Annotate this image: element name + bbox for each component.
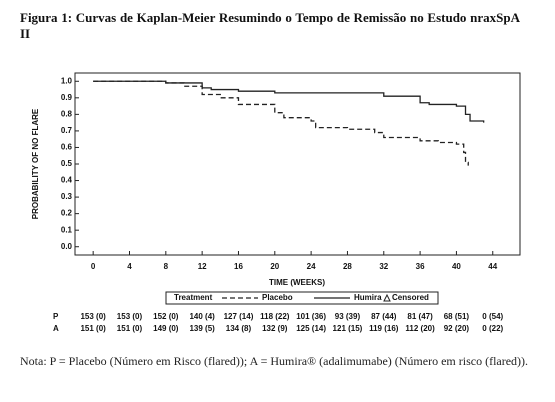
at-risk-value: 101 (36) [296, 312, 326, 321]
y-axis-title: PROBABILITY OF NO FLARE [31, 108, 40, 219]
y-tick-label: 0.5 [61, 159, 73, 168]
legend-box [165, 291, 439, 305]
at-risk-value: 0 (22) [482, 324, 503, 333]
x-tick-label: 12 [198, 262, 207, 271]
at-risk-value: 149 (0) [153, 324, 179, 333]
at-risk-value: 112 (20) [405, 324, 435, 333]
x-tick-label: 40 [452, 262, 461, 271]
y-tick-label: 0.8 [61, 109, 73, 118]
at-risk-value: 127 (14) [224, 312, 254, 321]
x-tick-label: 20 [270, 262, 279, 271]
x-axis-title: TIME (WEEKS) [269, 278, 325, 287]
x-tick-label: 44 [488, 262, 497, 271]
y-tick-label: 0.6 [61, 143, 73, 152]
y-tick-label: 0.4 [61, 176, 73, 185]
at-risk-row-label: P [53, 312, 59, 321]
chart: PROBABILITY OF NO FLARE TIME (WEEKS) Tre… [31, 72, 521, 333]
x-tick-label: 16 [234, 262, 243, 271]
at-risk-value: 121 (15) [333, 324, 363, 333]
at-risk-value: 118 (22) [260, 312, 290, 321]
at-risk-value: 139 (5) [189, 324, 215, 333]
legend-title: Treatment [174, 293, 213, 302]
x-tick-label: 32 [379, 262, 388, 271]
at-risk-value: 87 (44) [371, 312, 397, 321]
at-risk-value: 152 (0) [153, 312, 179, 321]
at-risk-row-label: A [53, 324, 59, 333]
at-risk-value: 140 (4) [189, 312, 215, 321]
at-risk-value: 81 (47) [407, 312, 433, 321]
y-tick-label: 0.9 [61, 93, 73, 102]
at-risk-value: 125 (14) [296, 324, 326, 333]
legend-label: Placebo [262, 293, 293, 302]
at-risk-value: 132 (9) [262, 324, 288, 333]
x-tick-label: 28 [343, 262, 352, 271]
at-risk-value: 119 (16) [369, 324, 399, 333]
y-tick-label: 0.3 [61, 192, 73, 201]
figure-title: Figura 1: Curvas de Kaplan-Meier Resumin… [20, 10, 520, 41]
x-tick-label: 36 [416, 262, 425, 271]
legend-censor-symbol [383, 293, 391, 302]
legend-label: Censored [392, 293, 429, 302]
legend-label: Humira [354, 293, 382, 302]
at-risk-value: 153 (0) [117, 312, 143, 321]
at-risk-value: 134 (8) [226, 324, 252, 333]
plot-frame [74, 72, 521, 256]
x-tick-label: 24 [307, 262, 316, 271]
note: Nota: P = Placebo (Número em Risco (flar… [20, 354, 529, 368]
y-tick-label: 0.2 [61, 209, 73, 218]
y-tick-label: 0.0 [61, 242, 73, 251]
at-risk-value: 92 (20) [444, 324, 470, 333]
x-tick-label: 8 [164, 262, 169, 271]
y-tick-label: 0.1 [61, 225, 73, 234]
at-risk-value: 0 (54) [482, 312, 503, 321]
x-tick-label: 4 [127, 262, 132, 271]
survival-curve [93, 80, 469, 166]
at-risk-value: 151 (0) [80, 324, 106, 333]
y-tick-label: 0.7 [61, 126, 73, 135]
at-risk-value: 153 (0) [80, 312, 106, 321]
x-tick-label: 0 [91, 262, 96, 271]
survival-curve [93, 80, 485, 123]
y-tick-label: 1.0 [61, 76, 73, 85]
at-risk-value: 93 (39) [335, 312, 361, 321]
at-risk-value: 68 (51) [444, 312, 470, 321]
at-risk-value: 151 (0) [117, 324, 143, 333]
